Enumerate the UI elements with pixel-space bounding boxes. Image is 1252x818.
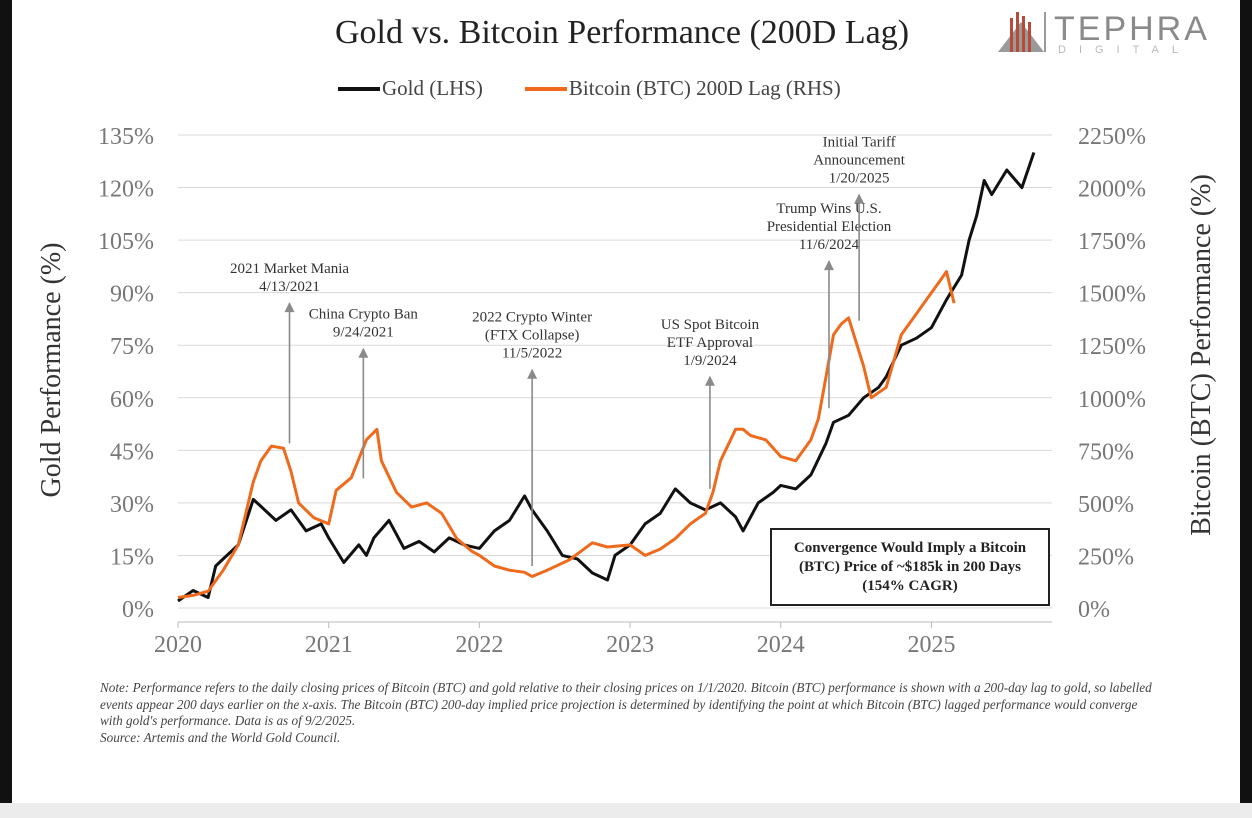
annotation-label: Announcement (813, 153, 905, 169)
footnote-source: Source: Artemis and the World Gold Counc… (100, 729, 341, 745)
annotation-arrow-head (527, 368, 538, 379)
y-left-tick-label: 90% (110, 282, 154, 308)
y-left-tick-label: 75% (110, 334, 154, 360)
gold-series-line (177, 152, 1036, 603)
y-right-tick-label: 250% (1078, 544, 1134, 570)
annotation-arrow-head (823, 260, 834, 271)
x-tick-label: 2022 (455, 632, 503, 658)
annotation-label: China Crypto Ban (309, 307, 419, 323)
annotation-label: 1/20/2025 (829, 171, 890, 187)
y-right-tick-label: 750% (1078, 439, 1134, 465)
legend-swatch-gold (338, 86, 380, 91)
y-right-tick-label: 1250% (1078, 334, 1146, 360)
y-right-tick-label: 500% (1078, 492, 1134, 518)
annotation-label: (FTX Collapse) (485, 328, 580, 344)
annotation-arrow-head (284, 302, 295, 313)
legend-label-bitcoin: Bitcoin (BTC) 200D Lag (RHS) (568, 76, 841, 100)
y-left-tick-label: 15% (110, 544, 154, 570)
annotation-arrow-head (854, 193, 865, 204)
footnote-note: Note: Performance refers to the daily cl… (100, 680, 1152, 728)
annotation-arrow-head (358, 347, 369, 358)
annotation-label: ETF Approval (667, 335, 753, 351)
x-tick-label: 2023 (606, 632, 654, 658)
chart-frame (12, 0, 1240, 803)
y-left-tick-label: 105% (98, 229, 154, 255)
y-left-tick-label: 45% (110, 439, 154, 465)
x-tick-label: 2021 (305, 632, 353, 658)
legend-item-bitcoin: Bitcoin (BTC) 200D Lag (RHS) (524, 76, 841, 101)
y-right-tick-label: 2250% (1078, 124, 1146, 150)
bitcoin-series-line (177, 270, 956, 599)
annotation-label: 1/9/2024 (683, 353, 737, 369)
y-left-tick-label: 30% (110, 492, 154, 518)
chart-title: Gold vs. Bitcoin Performance (200D Lag) (334, 14, 910, 51)
annotation-label: Presidential Election (767, 219, 892, 235)
annotation-label: Initial Tariff (823, 135, 896, 151)
y-left-tick-label: 0% (122, 597, 154, 623)
bottom-strip (0, 803, 1252, 818)
y-right-tick-label: 0% (1078, 597, 1110, 623)
tephra-logo: TEPHRA DIGITAL (996, 10, 1211, 58)
y-right-tick-label: 1000% (1078, 387, 1146, 413)
x-tick-label: 2024 (757, 632, 805, 658)
convergence-callout: Convergence Would Imply a Bitcoin (BTC) … (770, 528, 1050, 606)
annotation-label: Trump Wins U.S. (776, 201, 881, 217)
annotation-label: 2022 Crypto Winter (472, 310, 592, 326)
annotation-label: 4/13/2021 (259, 279, 320, 295)
chart-legend: Gold (LHS) Bitcoin (BTC) 200D Lag (RHS) (338, 76, 883, 101)
logo-mark-icon (998, 12, 1046, 52)
annotation-label: 11/5/2022 (502, 346, 562, 362)
logo-name: TEPHRA (1054, 10, 1210, 48)
y-left-tick-label: 135% (98, 124, 154, 150)
x-tick-label: 2025 (907, 632, 955, 658)
annotation-arrow-head (704, 375, 715, 386)
annotation-label: 11/6/2024 (799, 237, 860, 253)
legend-swatch-bitcoin (524, 86, 567, 91)
y-right-tick-label: 2000% (1078, 177, 1146, 203)
y-left-tick-label: 60% (110, 387, 154, 413)
y-right-tick-label: 1750% (1078, 229, 1146, 255)
footnote: Note: Performance refers to the daily cl… (100, 680, 1160, 746)
x-tick-label: 2020 (154, 632, 202, 658)
legend-label-gold: Gold (LHS) (382, 76, 483, 100)
logo-sub: DIGITAL (1058, 44, 1191, 56)
annotation-label: US Spot Bitcoin (661, 317, 760, 333)
y-left-tick-label: 120% (98, 177, 154, 203)
legend-item-gold: Gold (LHS) (338, 76, 483, 101)
y-right-tick-label: 1500% (1078, 282, 1146, 308)
annotation-label: 2021 Market Mania (230, 261, 349, 277)
annotation-label: 9/24/2021 (333, 325, 394, 341)
